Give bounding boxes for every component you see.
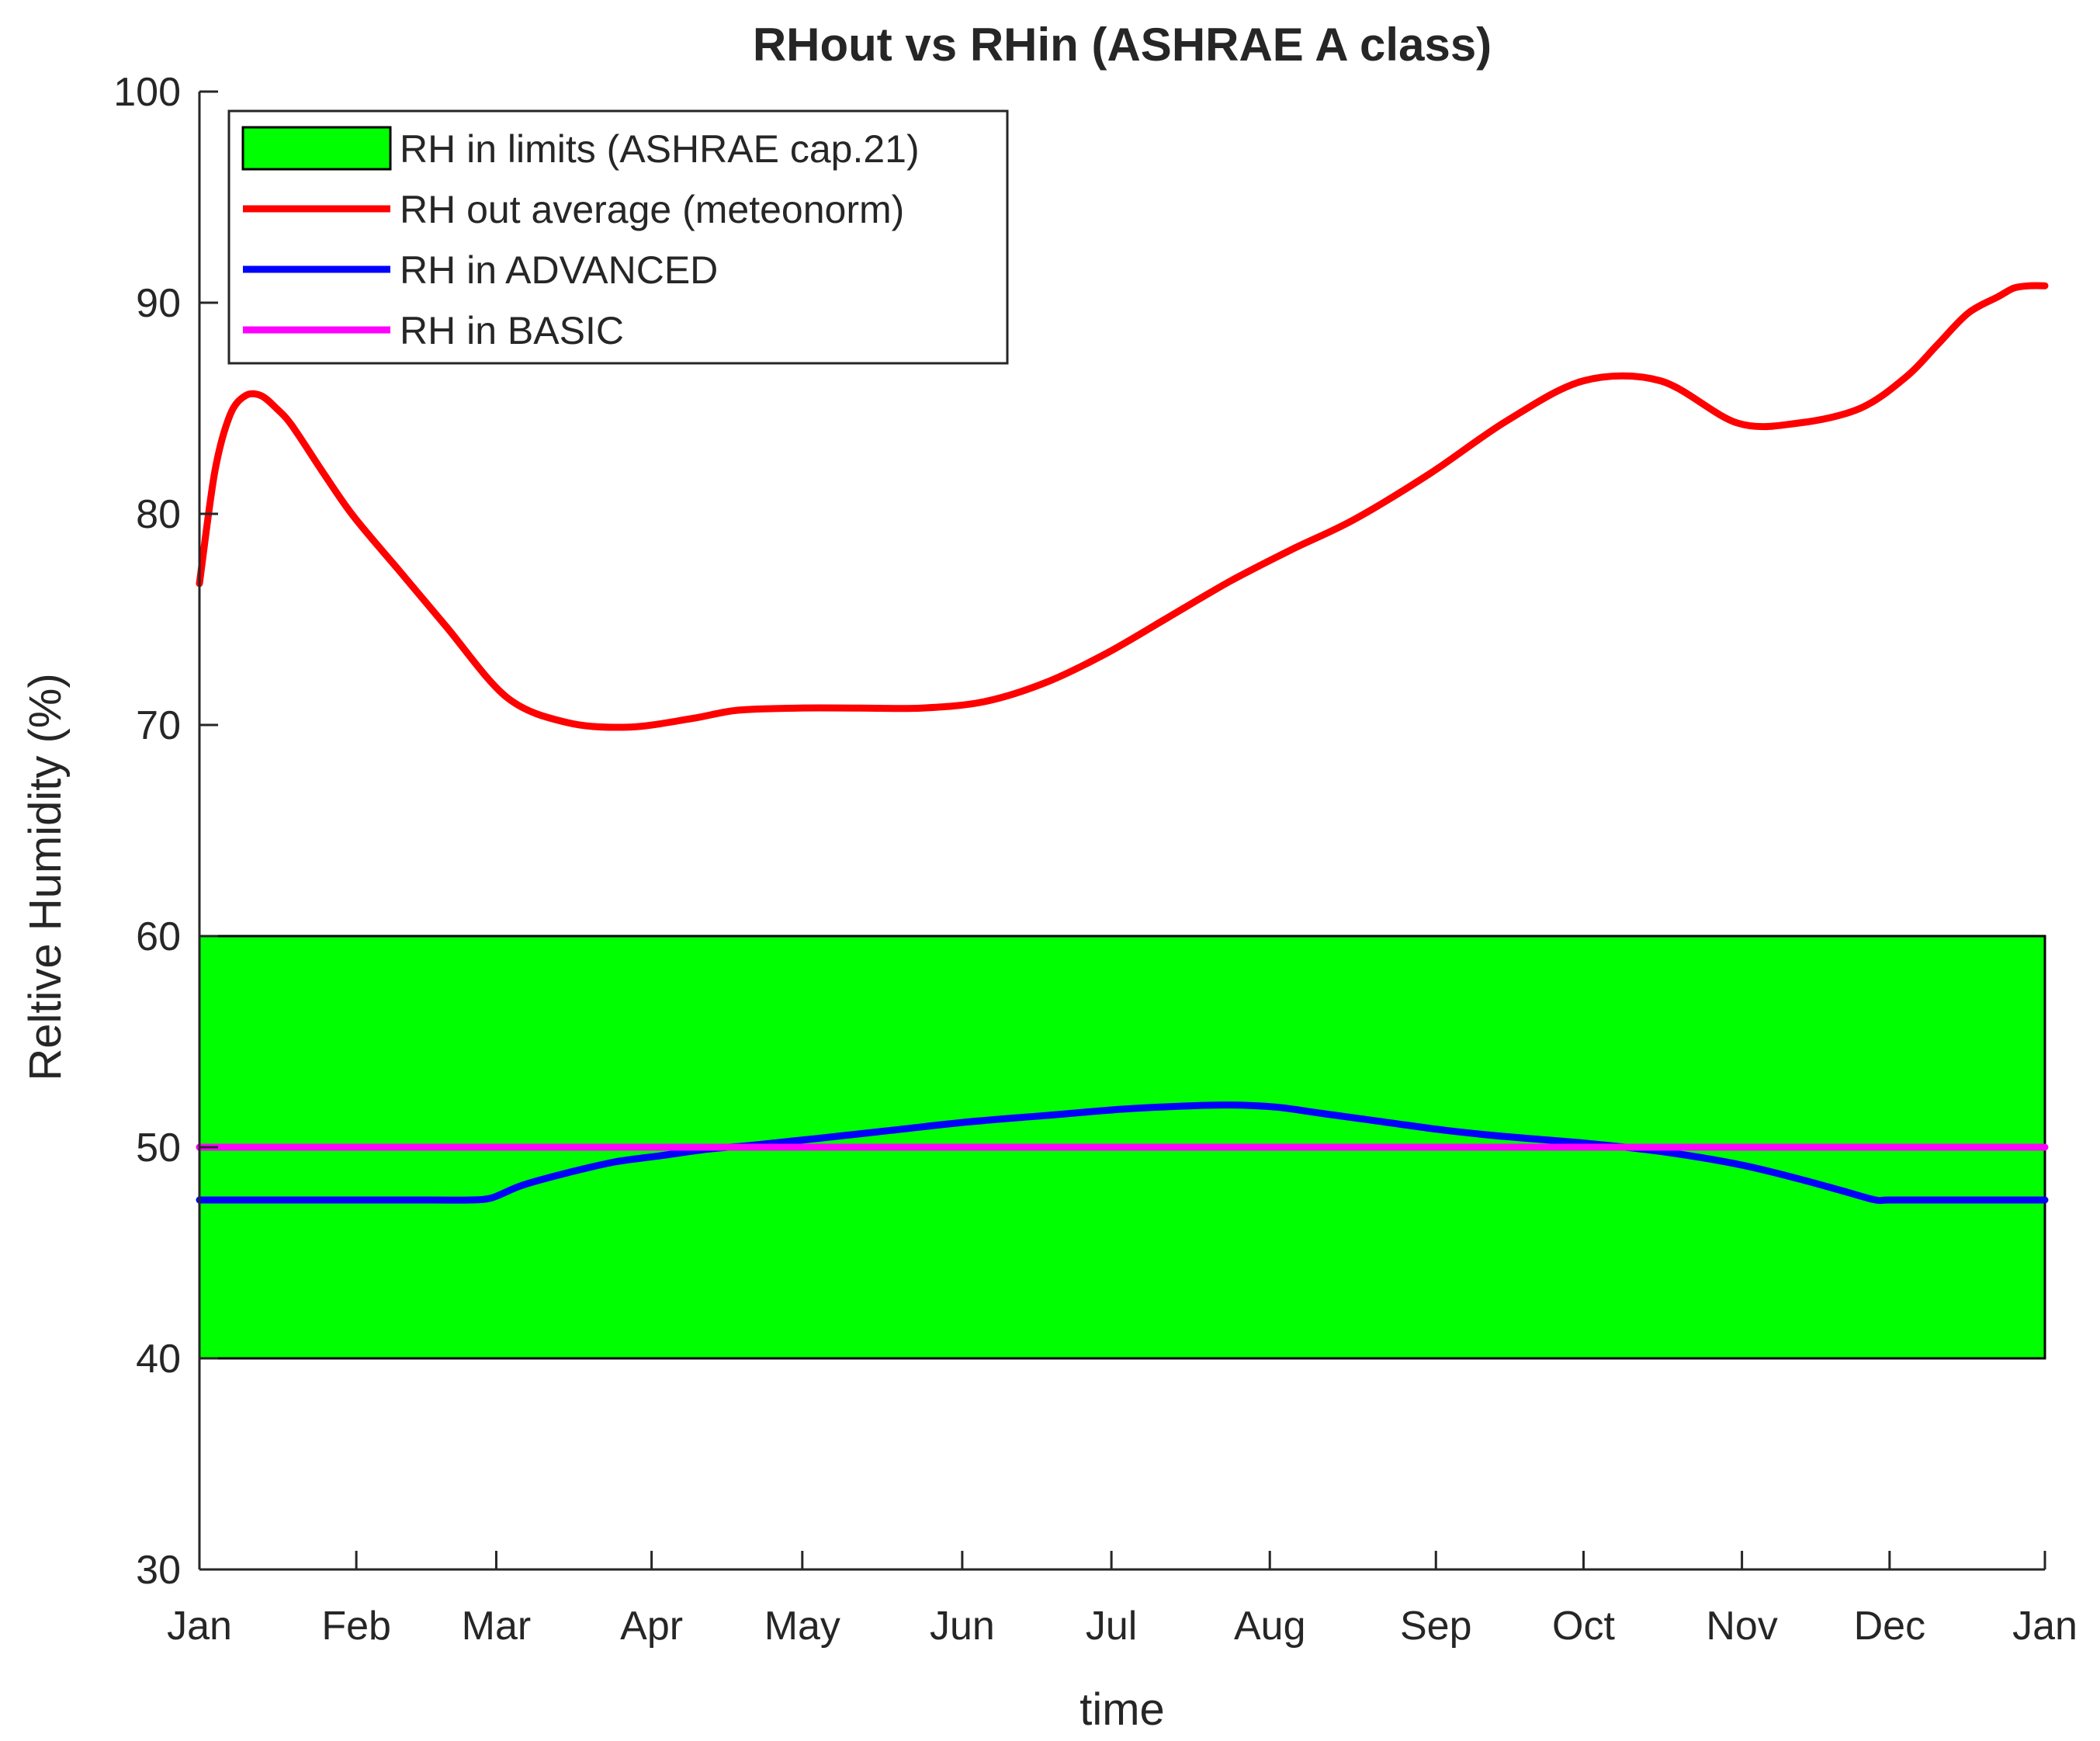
x-tick-label: Dec (1854, 1604, 1925, 1649)
x-tick-label: Nov (1706, 1604, 1777, 1649)
y-tick-label: 80 (136, 492, 181, 537)
x-tick-label: Feb (321, 1604, 391, 1649)
x-tick-label: Jul (1086, 1604, 1137, 1649)
x-tick-label: Sep (1400, 1604, 1472, 1649)
legend-label: RH in BASIC (400, 309, 624, 352)
x-tick-label: Oct (1552, 1604, 1615, 1649)
legend-label: RH out average (meteonorm) (400, 188, 904, 231)
y-tick-label: 70 (136, 703, 181, 748)
legend-label: RH in limits (ASHRAE cap.21) (400, 127, 920, 171)
x-tick-label: Jan (167, 1604, 232, 1649)
chart-title: RHout vs RHin (ASHRAE A class) (753, 19, 1492, 71)
y-tick-label: 30 (136, 1548, 181, 1593)
legend-swatch-band (241, 126, 392, 171)
x-tick-label: Jun (930, 1604, 995, 1649)
series-rh-out-average (196, 282, 2049, 731)
y-tick-label: 90 (136, 281, 181, 326)
x-tick-label: Aug (1234, 1604, 1306, 1649)
x-tick-label: Jan (2012, 1604, 2077, 1649)
x-tick-label: May (764, 1604, 840, 1649)
x-axis-title: time (1079, 1684, 1165, 1735)
x-tick-label: Mar (462, 1604, 532, 1649)
y-tick-label: 60 (136, 914, 181, 959)
series-rh-in-advanced (196, 1101, 2049, 1205)
y-tick-label: 40 (136, 1337, 181, 1382)
y-tick-label: 50 (136, 1125, 181, 1170)
legend-label: RH in ADVANCED (400, 248, 718, 292)
y-tick-label: 100 (113, 70, 181, 115)
y-axis-title: Reltive Humidity (%) (20, 673, 71, 1080)
x-tick-label: Apr (620, 1604, 683, 1649)
